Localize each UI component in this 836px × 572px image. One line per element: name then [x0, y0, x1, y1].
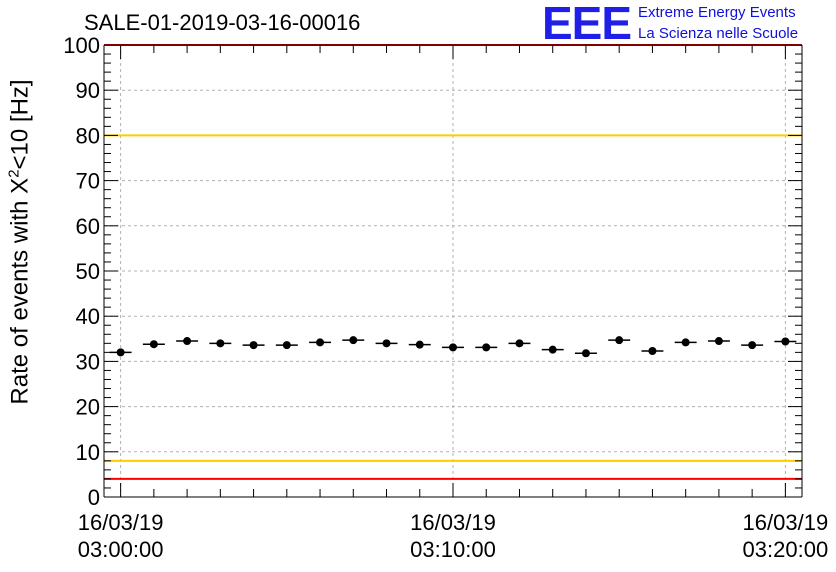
data-point [714, 337, 723, 346]
logo-text-line-1: Extreme Energy Events [638, 4, 796, 21]
data-point [548, 345, 557, 354]
y-tick-label: 50 [76, 259, 100, 284]
data-point [183, 337, 192, 346]
data-point [415, 340, 424, 349]
y-tick-label: 80 [76, 123, 100, 148]
y-tick-label: 100 [63, 33, 100, 58]
logo-text-line-2: La Scienza nelle Scuole [638, 25, 799, 42]
data-point [648, 347, 657, 356]
y-tick-label: 10 [76, 440, 100, 465]
data-point [249, 341, 258, 350]
x-tick-label-date: 16/03/19 [78, 510, 164, 535]
data-point [449, 343, 457, 352]
data-point [615, 336, 624, 345]
data-point [681, 338, 690, 347]
x-tick-label-time: 03:10:00 [410, 537, 496, 562]
data-point [482, 343, 491, 352]
y-tick-label: 70 [76, 169, 100, 194]
data-point [781, 337, 790, 346]
y-tick-label: 0 [88, 485, 100, 510]
y-tick-label: 90 [76, 78, 100, 103]
y-tick-label: 30 [76, 349, 100, 374]
data-point [316, 338, 325, 347]
data-point [748, 341, 757, 350]
data-point [216, 339, 225, 348]
x-tick-label-time: 03:00:00 [78, 537, 164, 562]
y-tick-label: 60 [76, 214, 100, 239]
eee-logo: EEE [542, 0, 632, 49]
data-point [149, 340, 158, 349]
data-point [349, 336, 358, 345]
x-tick-label-time: 03:20:00 [743, 537, 829, 562]
data-point [581, 349, 590, 358]
x-tick-label-date: 16/03/19 [743, 510, 829, 535]
y-tick-label: 20 [76, 395, 100, 420]
x-tick-label-date: 16/03/19 [410, 510, 496, 535]
data-point [116, 348, 125, 357]
chart-title: SALE-01-2019-03-16-00016 [84, 10, 361, 35]
y-tick-label: 40 [76, 304, 100, 329]
data-point [282, 341, 291, 350]
data-point [382, 339, 391, 348]
data-point [515, 339, 524, 348]
